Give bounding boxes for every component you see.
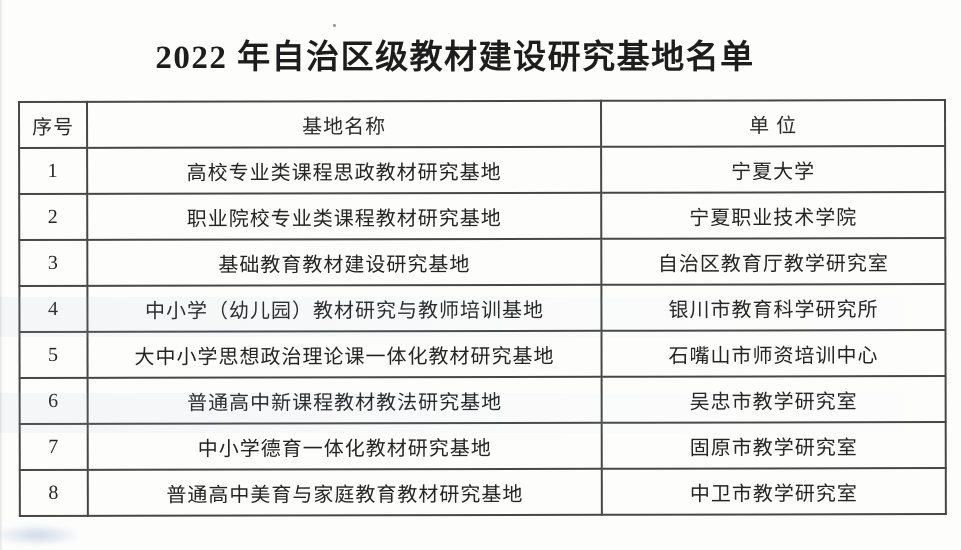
- scan-smudge-artifact: [0, 524, 82, 546]
- base-list-table-wrapper: 序号 基地名称 单 位 1 高校专业类课程思政教材研究基地 宁夏大学 2 职业院…: [18, 99, 947, 517]
- cell-serial-number: 2: [19, 193, 88, 240]
- column-header-no: 序号: [19, 101, 88, 148]
- table-row: 7 中小学德育一体化教材研究基地 固原市教学研究室: [19, 422, 946, 470]
- cell-base-name: 基础教育教材建设研究基地: [87, 238, 602, 286]
- cell-unit: 中卫市教学研究室: [601, 468, 946, 515]
- cell-serial-number: 7: [19, 423, 88, 470]
- table-row: 4 中小学（幼儿园）教材研究与教师培训基地 银川市教育科学研究所: [19, 284, 946, 332]
- cell-base-name: 中小学（幼儿园）教材研究与教师培训基地: [87, 284, 602, 332]
- cell-base-name: 大中小学思想政治理论课一体化教材研究基地: [87, 330, 602, 378]
- cell-serial-number: 4: [19, 285, 88, 332]
- scan-edge-shade: [0, 0, 3, 550]
- table-row: 3 基础教育教材建设研究基地 自治区教育厅教学研究室: [19, 238, 946, 286]
- cell-base-name: 高校专业类课程思政教材研究基地: [87, 146, 602, 194]
- table-row: 5 大中小学思想政治理论课一体化教材研究基地 石嘴山市师资培训中心: [19, 330, 946, 378]
- cell-unit: 自治区教育厅教学研究室: [601, 238, 946, 285]
- cell-serial-number: 6: [19, 377, 88, 424]
- cell-unit: 宁夏职业技术学院: [601, 192, 946, 239]
- cell-base-name: 普通高中新课程教材教法研究基地: [87, 376, 602, 424]
- table-header-row: 序号 基地名称 单 位: [19, 100, 946, 148]
- cell-base-name: 职业院校专业类课程教材研究基地: [87, 192, 602, 240]
- base-list-table: 序号 基地名称 单 位 1 高校专业类课程思政教材研究基地 宁夏大学 2 职业院…: [18, 99, 947, 517]
- table-row: 1 高校专业类课程思政教材研究基地 宁夏大学: [19, 146, 946, 194]
- column-header-unit: 单 位: [601, 100, 946, 147]
- table-body: 1 高校专业类课程思政教材研究基地 宁夏大学 2 职业院校专业类课程教材研究基地…: [19, 146, 946, 516]
- cell-unit: 宁夏大学: [601, 146, 946, 193]
- table-row: 8 普通高中美育与家庭教育教材研究基地 中卫市教学研究室: [19, 468, 946, 516]
- column-header-base-name: 基地名称: [87, 100, 602, 148]
- cell-unit: 吴忠市教学研究室: [601, 376, 946, 423]
- cell-base-name: 普通高中美育与家庭教育教材研究基地: [87, 468, 602, 516]
- scan-dot-artifact: [333, 24, 336, 27]
- cell-unit: 银川市教育科学研究所: [601, 284, 946, 331]
- cell-serial-number: 5: [19, 331, 88, 378]
- cell-serial-number: 3: [19, 239, 88, 286]
- cell-serial-number: 8: [19, 469, 88, 516]
- cell-serial-number: 1: [19, 147, 88, 194]
- table-row: 2 职业院校专业类课程教材研究基地 宁夏职业技术学院: [19, 192, 946, 240]
- cell-unit: 石嘴山市师资培训中心: [601, 330, 946, 377]
- cell-unit: 固原市教学研究室: [601, 422, 946, 469]
- cell-base-name: 中小学德育一体化教材研究基地: [87, 422, 602, 470]
- table-row: 6 普通高中新课程教材教法研究基地 吴忠市教学研究室: [19, 376, 946, 424]
- document-title: 2022 年自治区级教材建设研究基地名单: [155, 40, 755, 76]
